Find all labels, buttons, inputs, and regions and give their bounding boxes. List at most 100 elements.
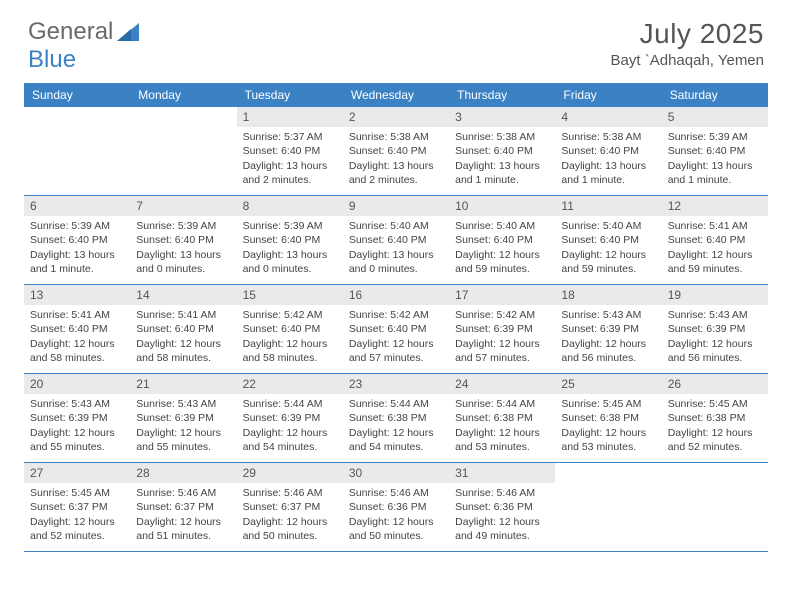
day-cell: 26Sunrise: 5:45 AMSunset: 6:38 PMDayligh… [662,374,768,462]
day-number: 27 [24,463,130,483]
week-row: 20Sunrise: 5:43 AMSunset: 6:39 PMDayligh… [24,374,768,463]
day-content: Sunrise: 5:45 AMSunset: 6:37 PMDaylight:… [24,483,130,549]
day-number: 9 [343,196,449,216]
day-number: 3 [449,107,555,127]
daylight-text: Daylight: 13 hours and 1 minute. [30,248,124,276]
sunrise-text: Sunrise: 5:38 AM [561,130,655,144]
sunrise-text: Sunrise: 5:39 AM [243,219,337,233]
sunset-text: Sunset: 6:39 PM [561,322,655,336]
day-content: Sunrise: 5:40 AMSunset: 6:40 PMDaylight:… [343,216,449,282]
day-content: Sunrise: 5:46 AMSunset: 6:37 PMDaylight:… [130,483,236,549]
sunrise-text: Sunrise: 5:42 AM [455,308,549,322]
sunset-text: Sunset: 6:39 PM [243,411,337,425]
daylight-text: Daylight: 13 hours and 1 minute. [455,159,549,187]
sunrise-text: Sunrise: 5:43 AM [561,308,655,322]
sunset-text: Sunset: 6:40 PM [136,233,230,247]
sunset-text: Sunset: 6:40 PM [668,144,762,158]
sunrise-text: Sunrise: 5:46 AM [136,486,230,500]
day-number: 30 [343,463,449,483]
day-header-wed: Wednesday [343,83,449,107]
day-content: Sunrise: 5:39 AMSunset: 6:40 PMDaylight:… [237,216,343,282]
day-cell: 2Sunrise: 5:38 AMSunset: 6:40 PMDaylight… [343,107,449,195]
sunset-text: Sunset: 6:38 PM [455,411,549,425]
day-cell: 6Sunrise: 5:39 AMSunset: 6:40 PMDaylight… [24,196,130,284]
day-number: 6 [24,196,130,216]
daylight-text: Daylight: 12 hours and 53 minutes. [561,426,655,454]
logo-sail-icon [117,23,139,41]
day-number: 12 [662,196,768,216]
day-content: Sunrise: 5:44 AMSunset: 6:38 PMDaylight:… [449,394,555,460]
day-cell: 10Sunrise: 5:40 AMSunset: 6:40 PMDayligh… [449,196,555,284]
day-cell: 12Sunrise: 5:41 AMSunset: 6:40 PMDayligh… [662,196,768,284]
sunrise-text: Sunrise: 5:37 AM [243,130,337,144]
day-number: 13 [24,285,130,305]
day-content: Sunrise: 5:42 AMSunset: 6:40 PMDaylight:… [237,305,343,371]
sunset-text: Sunset: 6:40 PM [455,233,549,247]
sunrise-text: Sunrise: 5:42 AM [243,308,337,322]
daylight-text: Daylight: 12 hours and 52 minutes. [30,515,124,543]
day-cell: 19Sunrise: 5:43 AMSunset: 6:39 PMDayligh… [662,285,768,373]
day-cell: 25Sunrise: 5:45 AMSunset: 6:38 PMDayligh… [555,374,661,462]
day-number: 22 [237,374,343,394]
day-header-thu: Thursday [449,83,555,107]
day-content: Sunrise: 5:39 AMSunset: 6:40 PMDaylight:… [130,216,236,282]
sunrise-text: Sunrise: 5:42 AM [349,308,443,322]
daylight-text: Daylight: 12 hours and 58 minutes. [30,337,124,365]
day-cell: 20Sunrise: 5:43 AMSunset: 6:39 PMDayligh… [24,374,130,462]
sunset-text: Sunset: 6:40 PM [455,144,549,158]
day-cell: 9Sunrise: 5:40 AMSunset: 6:40 PMDaylight… [343,196,449,284]
daylight-text: Daylight: 12 hours and 59 minutes. [561,248,655,276]
day-content: Sunrise: 5:43 AMSunset: 6:39 PMDaylight:… [24,394,130,460]
day-header-tue: Tuesday [237,83,343,107]
daylight-text: Daylight: 13 hours and 2 minutes. [243,159,337,187]
sunrise-text: Sunrise: 5:46 AM [349,486,443,500]
day-number: 10 [449,196,555,216]
day-content: Sunrise: 5:38 AMSunset: 6:40 PMDaylight:… [555,127,661,193]
daylight-text: Daylight: 12 hours and 55 minutes. [30,426,124,454]
day-cell: 3Sunrise: 5:38 AMSunset: 6:40 PMDaylight… [449,107,555,195]
day-number: 1 [237,107,343,127]
sunrise-text: Sunrise: 5:39 AM [668,130,762,144]
day-content: Sunrise: 5:41 AMSunset: 6:40 PMDaylight:… [130,305,236,371]
day-cell: 1Sunrise: 5:37 AMSunset: 6:40 PMDaylight… [237,107,343,195]
daylight-text: Daylight: 12 hours and 49 minutes. [455,515,549,543]
sunset-text: Sunset: 6:40 PM [243,233,337,247]
sunset-text: Sunset: 6:38 PM [668,411,762,425]
daylight-text: Daylight: 12 hours and 53 minutes. [455,426,549,454]
daylight-text: Daylight: 12 hours and 58 minutes. [243,337,337,365]
daylight-text: Daylight: 12 hours and 58 minutes. [136,337,230,365]
sunset-text: Sunset: 6:40 PM [561,233,655,247]
sunset-text: Sunset: 6:40 PM [30,233,124,247]
day-content: Sunrise: 5:38 AMSunset: 6:40 PMDaylight:… [343,127,449,193]
week-row: 6Sunrise: 5:39 AMSunset: 6:40 PMDaylight… [24,196,768,285]
day-cell: 27Sunrise: 5:45 AMSunset: 6:37 PMDayligh… [24,463,130,551]
day-content: Sunrise: 5:42 AMSunset: 6:39 PMDaylight:… [449,305,555,371]
sunrise-text: Sunrise: 5:44 AM [243,397,337,411]
day-cell: 14Sunrise: 5:41 AMSunset: 6:40 PMDayligh… [130,285,236,373]
logo-text-1: General [28,18,113,46]
day-content: Sunrise: 5:41 AMSunset: 6:40 PMDaylight:… [662,216,768,282]
sunrise-text: Sunrise: 5:40 AM [349,219,443,233]
sunset-text: Sunset: 6:40 PM [561,144,655,158]
day-cell: 23Sunrise: 5:44 AMSunset: 6:38 PMDayligh… [343,374,449,462]
day-cell: 16Sunrise: 5:42 AMSunset: 6:40 PMDayligh… [343,285,449,373]
day-content: Sunrise: 5:39 AMSunset: 6:40 PMDaylight:… [662,127,768,193]
day-content: Sunrise: 5:42 AMSunset: 6:40 PMDaylight:… [343,305,449,371]
day-content: Sunrise: 5:37 AMSunset: 6:40 PMDaylight:… [237,127,343,193]
sunset-text: Sunset: 6:37 PM [30,500,124,514]
daylight-text: Daylight: 12 hours and 51 minutes. [136,515,230,543]
day-cell [555,463,661,551]
day-number: 31 [449,463,555,483]
day-number: 25 [555,374,661,394]
day-number: 15 [237,285,343,305]
sunset-text: Sunset: 6:37 PM [243,500,337,514]
daylight-text: Daylight: 12 hours and 54 minutes. [349,426,443,454]
sunrise-text: Sunrise: 5:41 AM [136,308,230,322]
daylight-text: Daylight: 13 hours and 1 minute. [561,159,655,187]
sunrise-text: Sunrise: 5:41 AM [668,219,762,233]
sunrise-text: Sunrise: 5:40 AM [455,219,549,233]
day-number: 16 [343,285,449,305]
sunset-text: Sunset: 6:39 PM [136,411,230,425]
daylight-text: Daylight: 13 hours and 1 minute. [668,159,762,187]
weeks-container: 1Sunrise: 5:37 AMSunset: 6:40 PMDaylight… [24,107,768,552]
